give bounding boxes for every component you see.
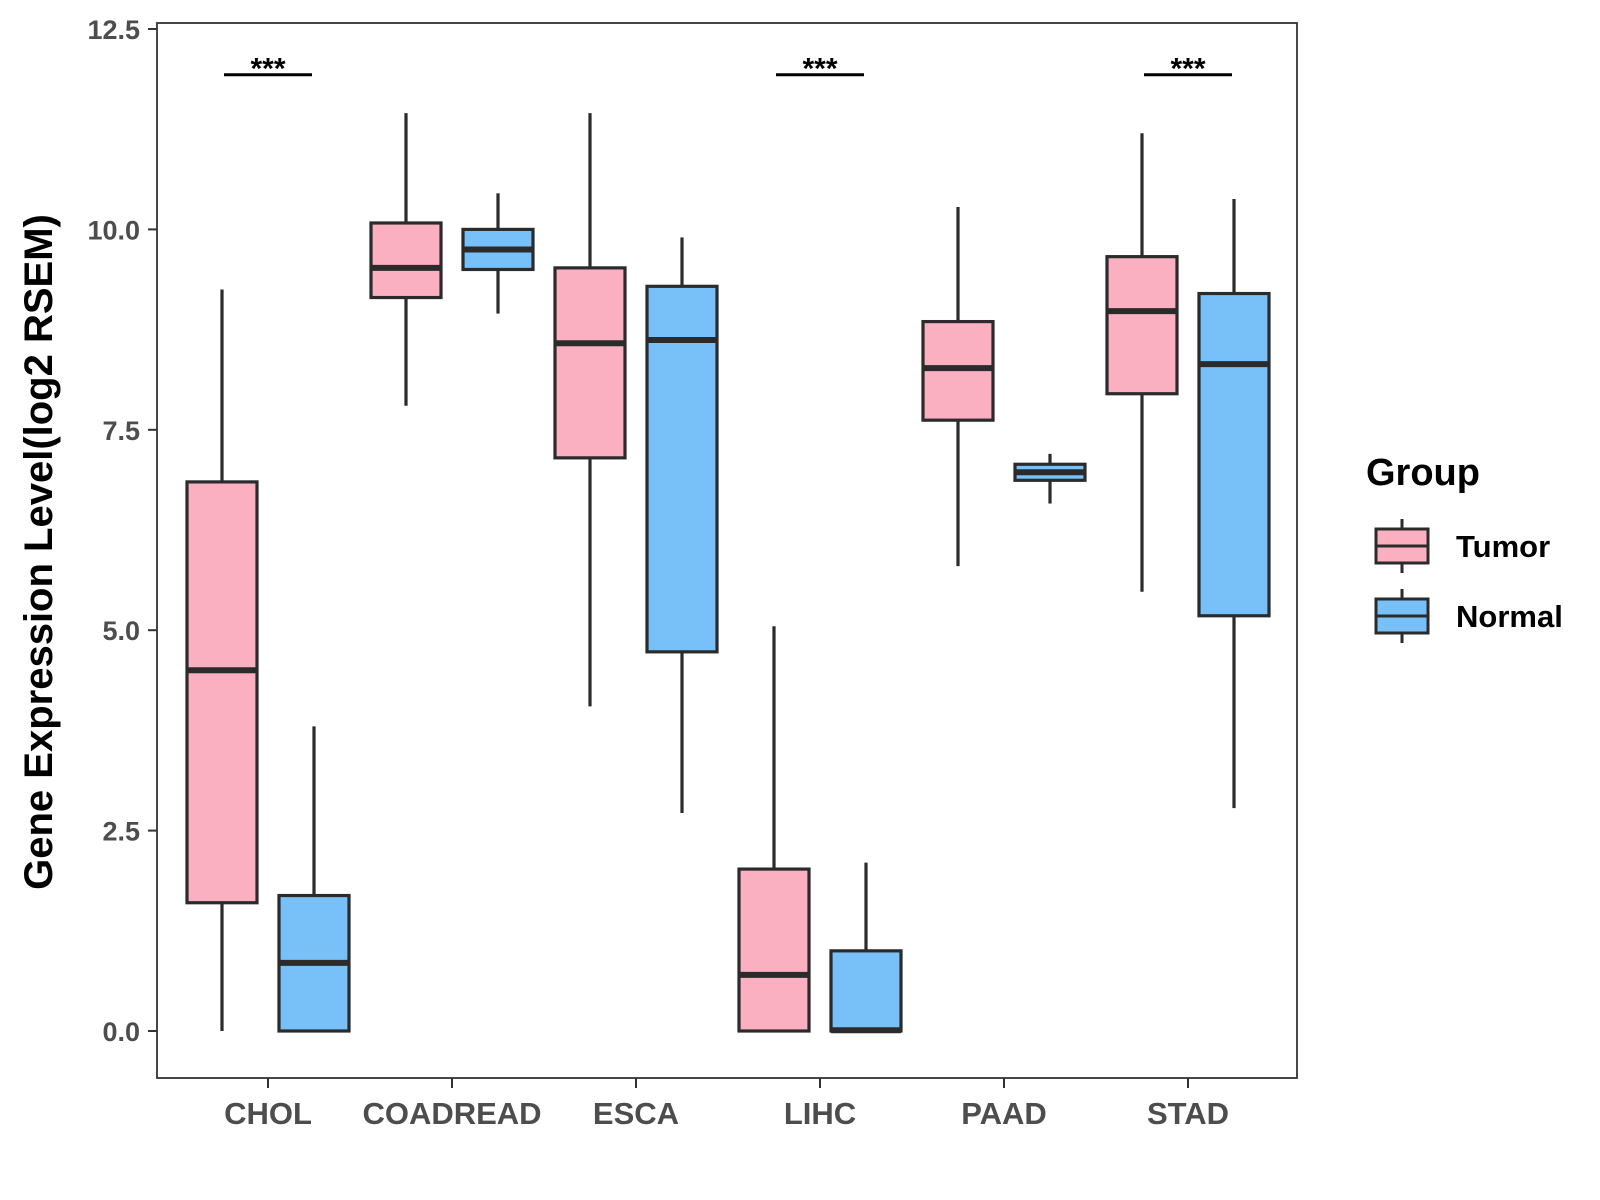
y-tick-label: 2.5 (102, 817, 140, 847)
tumor-box-chol (185, 289, 259, 1031)
tumor-box-esca (553, 113, 627, 707)
iqr-box (645, 284, 719, 654)
legend-label-tumor: Tumor (1456, 529, 1550, 564)
legend-item-tumor: Tumor (1374, 519, 1550, 573)
y-tick-label: 0.0 (102, 1017, 140, 1047)
iqr-box (829, 949, 903, 1033)
y-axis-title: Gene Expression Level(log2 RSEM) (17, 214, 61, 890)
tumor-box-lihc (737, 626, 811, 1033)
x-tick-label-lihc: LIHC (784, 1096, 856, 1131)
y-tick-label: 12.5 (87, 15, 140, 45)
plot-panel-border (156, 22, 1298, 1079)
x-tick-label-esca: ESCA (593, 1096, 679, 1131)
iqr-box (553, 266, 627, 460)
x-tick-label-paad: PAAD (961, 1096, 1047, 1131)
iqr-box (185, 480, 259, 905)
iqr-box (737, 867, 811, 1033)
legend-label-normal: Normal (1456, 599, 1563, 634)
legend-item-normal: Normal (1374, 589, 1563, 643)
y-tick-label: 5.0 (102, 616, 140, 646)
x-tick-label-stad: STAD (1147, 1096, 1229, 1131)
x-axis: CHOL COADREAD ESCA LIHC PAAD STAD (224, 1078, 1229, 1131)
normal-box-coadread (461, 193, 535, 314)
y-axis: 0.0 2.5 5.0 7.5 10.0 12.5 (87, 15, 157, 1047)
y-tick-label: 7.5 (102, 416, 140, 446)
legend: Group Tumor Normal (1366, 452, 1563, 643)
iqr-box (369, 221, 443, 300)
box-series (185, 113, 1271, 1034)
tumor-box-coadread (369, 113, 443, 406)
normal-box-paad (1013, 453, 1087, 504)
legend-title: Group (1366, 452, 1480, 494)
significance-label-lihc: *** (802, 53, 837, 86)
normal-box-chol (277, 726, 351, 1033)
normal-box-stad (1197, 198, 1271, 809)
significance-label-stad: *** (1170, 53, 1205, 86)
significance-annotations: *** *** *** (224, 53, 1232, 86)
tumor-box-paad (921, 206, 995, 567)
tumor-box-stad (1105, 133, 1179, 592)
significance-label-chol: *** (250, 53, 285, 86)
x-tick-label-coadread: COADREAD (362, 1096, 541, 1131)
iqr-box (1105, 255, 1179, 396)
normal-box-lihc (829, 862, 903, 1034)
y-tick-label: 10.0 (87, 215, 140, 245)
x-tick-label-chol: CHOL (224, 1096, 312, 1131)
normal-box-esca (645, 237, 719, 813)
iqr-box (1197, 291, 1271, 618)
